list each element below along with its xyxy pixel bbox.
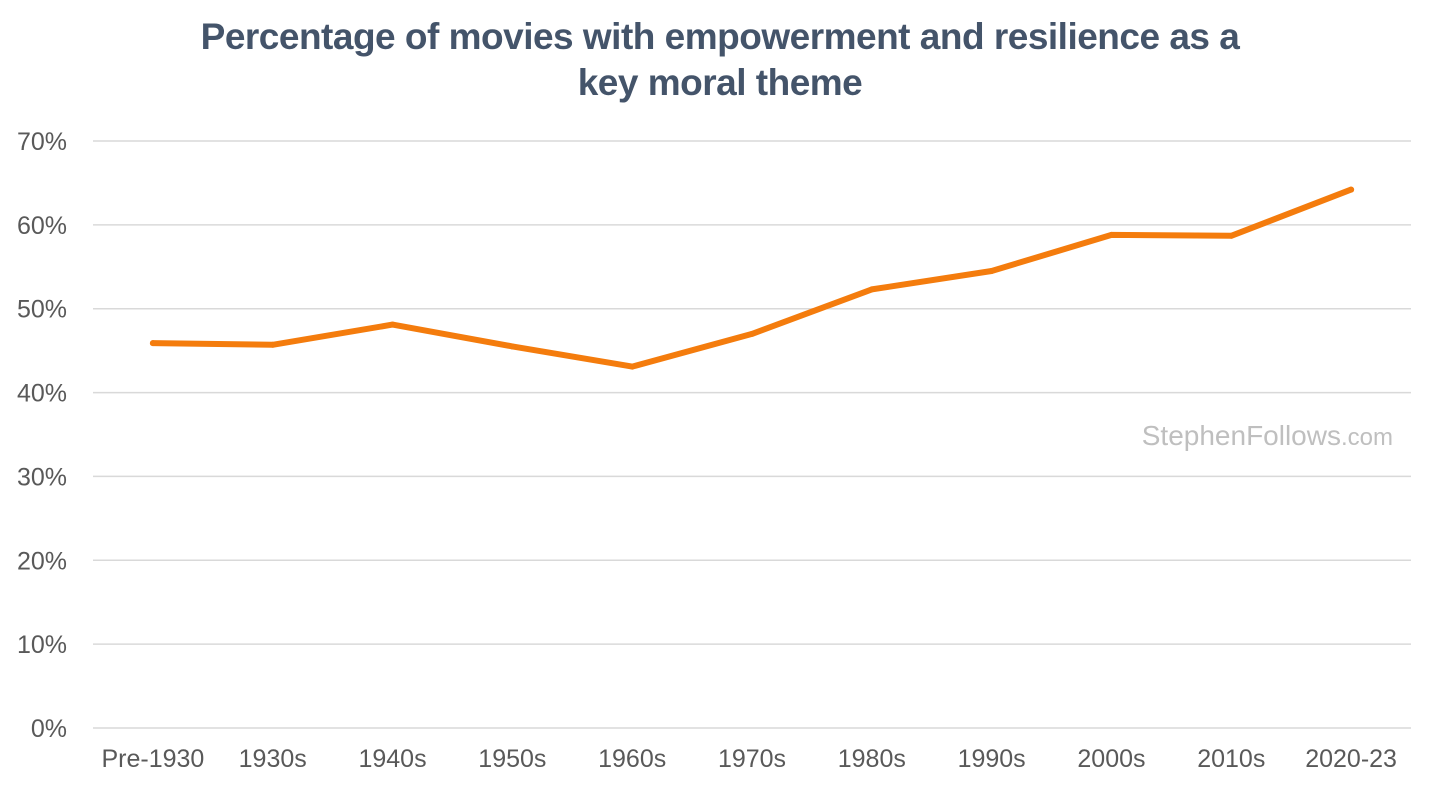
chart-title: Percentage of movies with empowerment an… bbox=[0, 14, 1440, 106]
data-point bbox=[149, 340, 156, 347]
data-point bbox=[509, 343, 516, 350]
chart-title-line-2: key moral theme bbox=[577, 62, 863, 103]
x-tick-label: 1980s bbox=[838, 745, 906, 773]
data-point bbox=[1348, 186, 1355, 193]
y-axis-ticks: 0% 10% 20% 30% 40% 50% 60% 70% bbox=[17, 128, 67, 743]
y-tick-label: 70% bbox=[17, 128, 67, 156]
x-tick-label: 2010s bbox=[1197, 745, 1265, 773]
x-tick-label: 1960s bbox=[598, 745, 666, 773]
x-axis-ticks: Pre-1930 1930s 1940s 1950s 1960s 1970s 1980s 19… bbox=[101, 745, 1396, 773]
series-line-0 bbox=[149, 186, 1355, 370]
x-tick-label: 1990s bbox=[958, 745, 1026, 773]
watermark-main: StephenFollows bbox=[1142, 420, 1341, 451]
x-tick-label: 1970s bbox=[718, 745, 786, 773]
data-point bbox=[389, 321, 396, 328]
chart-title-line-1: Percentage of movies with empowerment an… bbox=[200, 16, 1240, 57]
x-tick-label: 1940s bbox=[358, 745, 426, 773]
watermark-suffix: .com bbox=[1341, 424, 1393, 451]
y-tick-label: 60% bbox=[17, 212, 67, 240]
y-tick-label: 50% bbox=[17, 296, 67, 324]
x-tick-label: 2000s bbox=[1077, 745, 1145, 773]
series-layer bbox=[149, 186, 1355, 370]
y-tick-label: 30% bbox=[17, 463, 67, 491]
data-point bbox=[868, 286, 875, 293]
x-tick-label: 2020-23 bbox=[1305, 745, 1397, 773]
x-tick-label: Pre-1930 bbox=[101, 745, 204, 773]
x-tick-label: 1930s bbox=[239, 745, 307, 773]
y-tick-label: 10% bbox=[17, 631, 67, 659]
data-point bbox=[1108, 231, 1115, 238]
data-point bbox=[629, 363, 636, 370]
gridlines bbox=[93, 140, 1411, 729]
y-tick-label: 20% bbox=[17, 547, 67, 575]
data-point bbox=[749, 330, 755, 337]
data-point bbox=[269, 341, 276, 348]
data-point bbox=[988, 267, 995, 274]
y-tick-label: 0% bbox=[31, 715, 67, 743]
data-point bbox=[1228, 232, 1235, 239]
watermark: StephenFollows.com bbox=[1142, 420, 1393, 451]
x-tick-label: 1950s bbox=[478, 745, 546, 773]
y-tick-label: 40% bbox=[17, 380, 67, 408]
